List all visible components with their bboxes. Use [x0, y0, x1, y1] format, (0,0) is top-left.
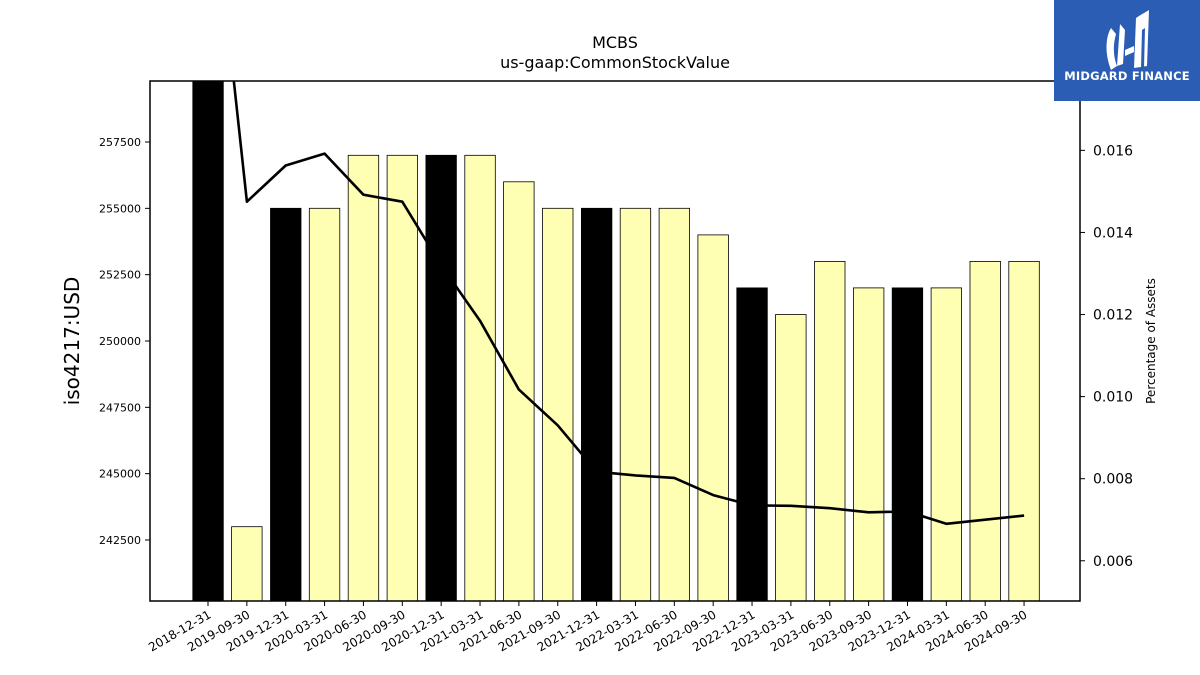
midgard-finance-logo: MIDGARD FINANCE	[1054, 0, 1200, 101]
y-tick-label: 242500	[99, 534, 141, 547]
bar-2019-12-31	[270, 207, 302, 601]
bar-2023-03-31	[775, 314, 807, 601]
bar-2023-12-31	[891, 287, 924, 601]
bar-2020-06-30	[347, 154, 380, 601]
y-tick-label: 245000	[99, 468, 141, 481]
bar-2021-12-31	[581, 207, 613, 601]
y-tick-label: 250000	[99, 335, 141, 348]
y2-axis-label: Percentage of Assets	[1144, 278, 1158, 404]
y-tick-label: 252500	[99, 269, 141, 282]
bar-2021-03-31	[464, 154, 496, 601]
y-tick-label: 247500	[99, 401, 141, 414]
percentage-line	[232, 81, 1025, 526]
bar-2024-09-30	[1008, 260, 1040, 601]
y2-tick-label: 0.008	[1093, 472, 1133, 488]
bar-2022-12-31	[736, 287, 768, 601]
bar-2024-06-30	[969, 260, 1001, 601]
bar-2021-06-30	[503, 181, 535, 601]
bar-2022-09-30	[697, 234, 729, 601]
y-tick-label: 257500	[99, 136, 141, 149]
chart-subtitle: us-gaap:CommonStockValue	[500, 53, 730, 72]
logo-text: MIDGARD FINANCE	[1064, 69, 1190, 83]
x-axis: 2018-12-312019-09-302019-12-312020-03-31…	[146, 601, 1030, 654]
bar-2022-03-31	[619, 207, 652, 601]
y-axis: 242500 245000 247500 250000 252500 255000 2575…	[99, 136, 150, 547]
bar-2020-03-31	[308, 207, 341, 601]
y2-axis: 0.006 0.008 0.010 0.012 0.014 0.016	[1080, 143, 1133, 570]
bar-2018-12-31	[192, 81, 224, 601]
y2-tick-label: 0.010	[1093, 390, 1133, 406]
y2-tick-label: 0.006	[1093, 554, 1133, 570]
bar-2021-09-30	[542, 207, 574, 601]
bar-2023-06-30	[814, 260, 846, 601]
y2-tick-label: 0.014	[1093, 225, 1133, 241]
bar-2019-09-30	[231, 526, 263, 601]
bar-2020-12-31	[425, 154, 457, 601]
bar-2024-03-31	[930, 287, 962, 601]
percentage-line-layer	[232, 81, 1025, 526]
y2-tick-label: 0.016	[1093, 143, 1133, 159]
y2-tick-label: 0.012	[1093, 308, 1133, 324]
bar-2022-06-30	[658, 207, 690, 601]
y-tick-label: 255000	[99, 202, 141, 215]
bar-2020-09-30	[386, 154, 419, 601]
y-axis-label: iso4217:USD	[60, 277, 84, 406]
bars	[192, 81, 1040, 601]
midgard-logo-icon	[1106, 10, 1149, 70]
bar-2023-09-30	[853, 287, 885, 601]
chart-title: MCBS	[592, 33, 638, 52]
